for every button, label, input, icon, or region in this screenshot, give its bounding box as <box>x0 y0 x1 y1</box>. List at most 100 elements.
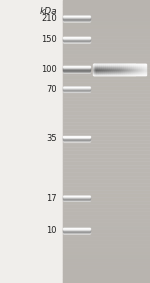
Bar <box>124 73 125 74</box>
Bar <box>144 69 145 70</box>
Bar <box>98 65 99 66</box>
Bar <box>119 66 120 67</box>
Bar <box>140 69 141 70</box>
Bar <box>118 70 119 71</box>
Bar <box>100 71 101 72</box>
Bar <box>108 71 109 72</box>
Bar <box>120 67 121 68</box>
Bar <box>138 69 139 70</box>
Bar <box>115 66 116 67</box>
Bar <box>63 175 150 179</box>
Bar <box>103 71 104 72</box>
Bar <box>115 70 116 71</box>
Bar <box>100 71 101 72</box>
Bar <box>102 66 103 67</box>
Bar <box>114 69 115 70</box>
Bar <box>141 66 142 67</box>
Bar <box>63 258 150 261</box>
Bar <box>128 65 129 66</box>
Bar <box>98 69 99 70</box>
Bar <box>63 43 150 47</box>
Bar <box>127 66 128 67</box>
Bar <box>128 68 129 69</box>
Bar <box>104 71 105 72</box>
Bar <box>117 65 118 66</box>
Bar <box>101 64 102 65</box>
Bar <box>106 66 107 67</box>
Bar <box>102 74 103 75</box>
Bar <box>135 71 136 72</box>
Bar <box>114 70 115 71</box>
Bar <box>63 14 150 18</box>
Bar <box>109 73 110 74</box>
Bar <box>113 66 114 67</box>
Bar <box>130 65 131 66</box>
Bar <box>134 70 135 71</box>
Bar <box>96 72 97 73</box>
Bar <box>102 72 103 73</box>
Bar <box>63 215 150 218</box>
Bar <box>115 68 116 69</box>
Bar <box>112 64 113 65</box>
Bar <box>123 72 124 73</box>
Bar <box>110 73 111 74</box>
Bar <box>120 72 121 73</box>
Bar <box>124 65 125 66</box>
Bar <box>128 73 129 74</box>
Bar <box>114 74 115 75</box>
Bar <box>120 65 121 66</box>
Bar <box>144 71 145 72</box>
Bar <box>124 69 125 70</box>
Bar <box>145 69 146 70</box>
Bar <box>118 74 119 75</box>
Bar <box>122 70 123 71</box>
Bar <box>101 69 102 70</box>
Bar <box>63 165 150 168</box>
Bar <box>106 68 107 69</box>
Bar <box>123 68 124 69</box>
Bar <box>145 65 146 66</box>
Bar <box>144 68 145 69</box>
Bar <box>112 66 113 67</box>
Bar <box>117 66 118 67</box>
Bar <box>63 129 150 132</box>
Bar <box>111 70 112 71</box>
Bar <box>137 68 138 69</box>
Bar <box>93 69 94 70</box>
Bar <box>63 218 150 222</box>
Bar <box>131 64 132 65</box>
Bar <box>114 65 115 66</box>
Bar <box>108 70 109 71</box>
Bar <box>120 66 121 67</box>
Bar <box>110 71 111 72</box>
Bar <box>141 66 142 67</box>
Bar <box>128 72 129 73</box>
Bar <box>138 65 139 66</box>
Bar <box>99 69 100 70</box>
Bar <box>141 67 142 68</box>
Bar <box>126 70 127 71</box>
Bar <box>118 69 119 70</box>
Bar <box>143 74 144 75</box>
Bar <box>109 74 110 75</box>
Text: 150: 150 <box>41 35 57 44</box>
Bar <box>143 66 144 67</box>
Bar <box>139 66 140 67</box>
Bar <box>103 70 104 71</box>
Bar <box>102 69 103 70</box>
Bar <box>129 68 130 69</box>
Bar <box>121 66 122 67</box>
Bar <box>113 70 114 71</box>
Bar <box>111 67 112 68</box>
Bar <box>134 69 135 70</box>
Text: 70: 70 <box>46 85 57 94</box>
Bar <box>136 65 137 66</box>
Bar <box>109 68 110 69</box>
Bar <box>112 74 113 75</box>
Bar <box>141 65 142 66</box>
Bar <box>102 67 103 68</box>
Bar <box>136 68 137 69</box>
Bar <box>113 65 114 66</box>
Bar <box>117 64 118 65</box>
Bar <box>138 64 139 65</box>
